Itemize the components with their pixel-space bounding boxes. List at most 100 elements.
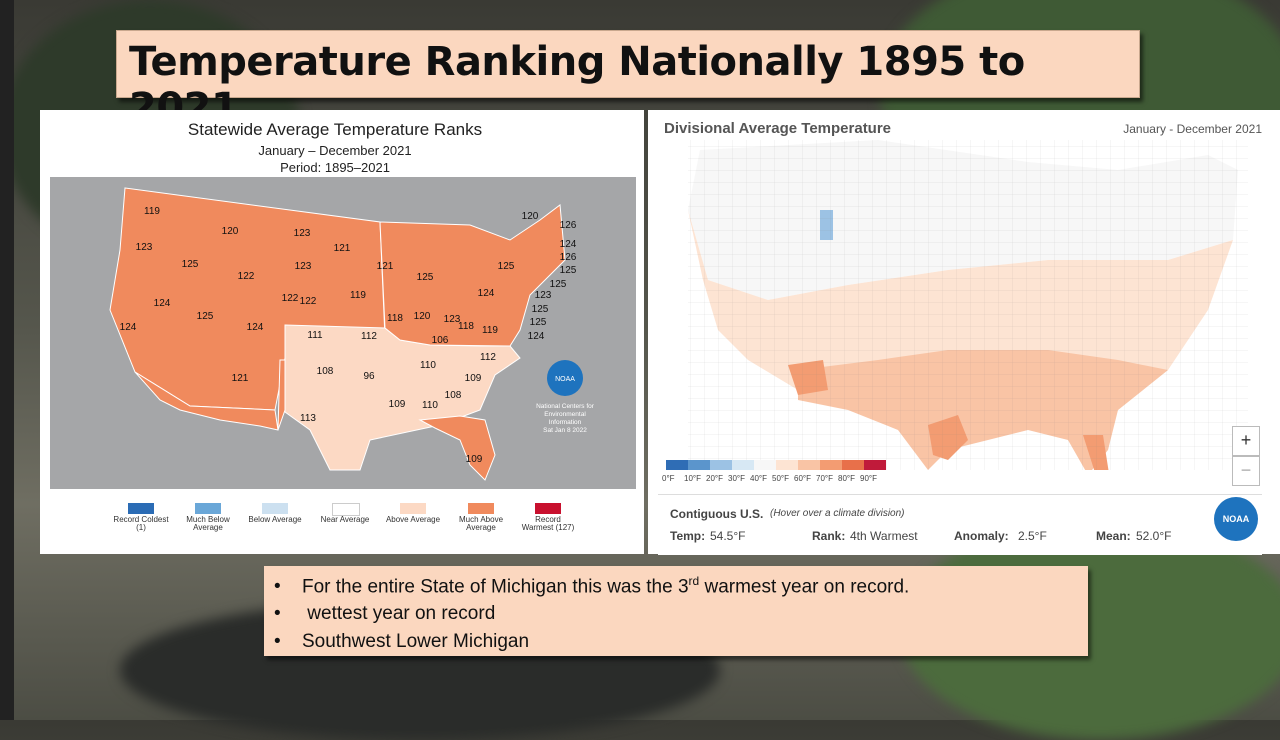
state-rank-label: 124 — [528, 331, 545, 342]
noaa-logo-left — [547, 360, 583, 396]
state-rank-label: 125 — [550, 279, 567, 290]
division-grid — [688, 140, 1248, 470]
state-rank-label: 106 — [432, 335, 449, 346]
legend-swatch — [195, 503, 221, 514]
scale-swatch — [776, 460, 798, 470]
state-rank-label: 120 — [522, 211, 539, 222]
bullet-3-text: Southwest Lower Michigan — [302, 631, 530, 652]
legend-swatch — [468, 503, 494, 514]
state-rank-label: 124 — [560, 239, 577, 250]
state-rank-label: 118 — [458, 321, 474, 332]
scale-label: 50°F — [772, 474, 789, 483]
bullet-2: • wettest year on record — [274, 603, 496, 624]
state-rank-label: 109 — [465, 373, 482, 384]
scale-swatch — [864, 460, 886, 470]
state-rank-label: 119 — [350, 290, 366, 301]
state-rank-label: 126 — [560, 220, 577, 231]
state-rank-label: 122 — [238, 271, 255, 282]
divisional-map-period: January - December 2021 — [1123, 122, 1262, 136]
state-rank-label: 119 — [482, 325, 498, 336]
state-rank-label: 125 — [560, 265, 577, 276]
legend-label: Record Warmest (127) — [521, 515, 575, 532]
state-rank-label: 123 — [295, 261, 312, 272]
state-rank-label: 125 — [530, 317, 547, 328]
bullet-1-sup: rd — [688, 574, 700, 588]
region-midwest-northeast — [379, 204, 566, 347]
info-mean-value: 52.0°F — [1136, 529, 1172, 543]
legend-swatch — [332, 503, 360, 516]
statewide-map-subtitle: January – December 2021 — [258, 143, 412, 158]
statewide-map-svg: 1191231251241241251221211201221241231231… — [50, 177, 636, 489]
info-anomaly-value: 2.5°F — [1018, 529, 1047, 543]
state-rank-label: 122 — [300, 296, 317, 307]
state-rank-label: 112 — [361, 331, 377, 342]
state-rank-label: 123 — [136, 242, 153, 253]
state-rank-label: 96 — [363, 371, 375, 382]
state-rank-label: 125 — [532, 304, 549, 315]
bg-frame-edge — [0, 0, 14, 720]
scale-label: 10°F — [684, 474, 701, 483]
state-rank-label: 123 — [444, 314, 461, 325]
bullet-3: • Southwest Lower Michigan — [274, 631, 530, 652]
state-rank-label: 112 — [480, 352, 496, 363]
noaa-credit-1: National Centers for — [536, 403, 595, 410]
divisional-temperature-panel: Divisional Average Temperature January -… — [648, 110, 1280, 555]
scale-swatch — [842, 460, 864, 470]
scale-swatch — [710, 460, 732, 470]
noaa-credit-4: Sat Jan 8 2022 — [543, 427, 587, 434]
state-rank-label: 125 — [182, 259, 199, 270]
scale-swatch — [688, 460, 710, 470]
bullet-1-pre: For the entire State of Michigan this wa… — [302, 576, 689, 598]
info-temp-label: Temp: — [670, 529, 706, 543]
legend-label: Above Average — [385, 515, 441, 524]
region-florida — [418, 415, 496, 481]
statewide-map-title: Statewide Average Temperature Ranks — [187, 120, 483, 139]
legend-swatch — [400, 503, 426, 514]
state-rank-label: 123 — [294, 228, 311, 239]
state-rank-label: 119 — [144, 206, 160, 217]
bullet-1: • For the entire State of Michigan this w… — [274, 574, 910, 598]
statewide-rank-map-panel: Statewide Average Temperature Ranks Janu… — [40, 110, 644, 554]
scale-swatch — [732, 460, 754, 470]
scale-swatch — [666, 460, 688, 470]
state-rank-label: 120 — [414, 311, 431, 322]
statewide-map-period: Period: 1895–2021 — [280, 160, 390, 175]
state-rank-label: 124 — [478, 288, 495, 299]
legend-label: Record Coldest (1) — [113, 515, 169, 532]
divisional-map-svg — [688, 140, 1248, 470]
legend-label: Below Average — [248, 515, 302, 524]
state-rank-label: 118 — [387, 313, 403, 324]
state-rank-label: 108 — [445, 390, 462, 401]
scale-label: 0°F — [662, 474, 675, 483]
info-mean-label: Mean: — [1096, 529, 1131, 543]
scale-label: 70°F — [816, 474, 833, 483]
scale-swatch — [798, 460, 820, 470]
noaa-credit-3: Information — [549, 419, 582, 426]
scale-label: 60°F — [794, 474, 811, 483]
state-rank-label: 120 — [222, 226, 239, 237]
info-rank-label: Rank: — [812, 529, 846, 543]
state-rank-label: 110 — [420, 360, 436, 371]
bullet-2-text: wettest year on record — [302, 603, 496, 624]
state-rank-label: 122 — [282, 293, 299, 304]
divisional-info-box: Contiguous U.S. (Hover over a climate di… — [658, 494, 1262, 555]
legend-label: Near Average — [320, 515, 370, 524]
legend-swatch — [262, 503, 288, 514]
state-rank-label: 124 — [154, 298, 171, 309]
legend-swatch — [128, 503, 154, 514]
zoom-in-button[interactable]: + — [1232, 426, 1260, 456]
noaa-logo-left-text: NOAA — [555, 376, 575, 383]
legend-label: Much Below Average — [186, 515, 230, 532]
state-rank-labels: 1191231251241241251221211201221241231231… — [120, 206, 577, 465]
state-rank-label: 125 — [498, 261, 515, 272]
state-rank-label: 109 — [466, 454, 483, 465]
state-rank-label: 108 — [317, 366, 334, 377]
legend-label: Much Above Average — [458, 515, 504, 532]
scale-swatch — [820, 460, 842, 470]
info-anomaly-label: Anomaly: — [954, 529, 1009, 543]
zoom-out-button[interactable]: − — [1232, 456, 1260, 486]
scale-label: 30°F — [728, 474, 745, 483]
info-temp-value: 54.5°F — [710, 529, 746, 543]
state-rank-label: 124 — [247, 322, 264, 333]
state-rank-label: 113 — [300, 413, 316, 424]
